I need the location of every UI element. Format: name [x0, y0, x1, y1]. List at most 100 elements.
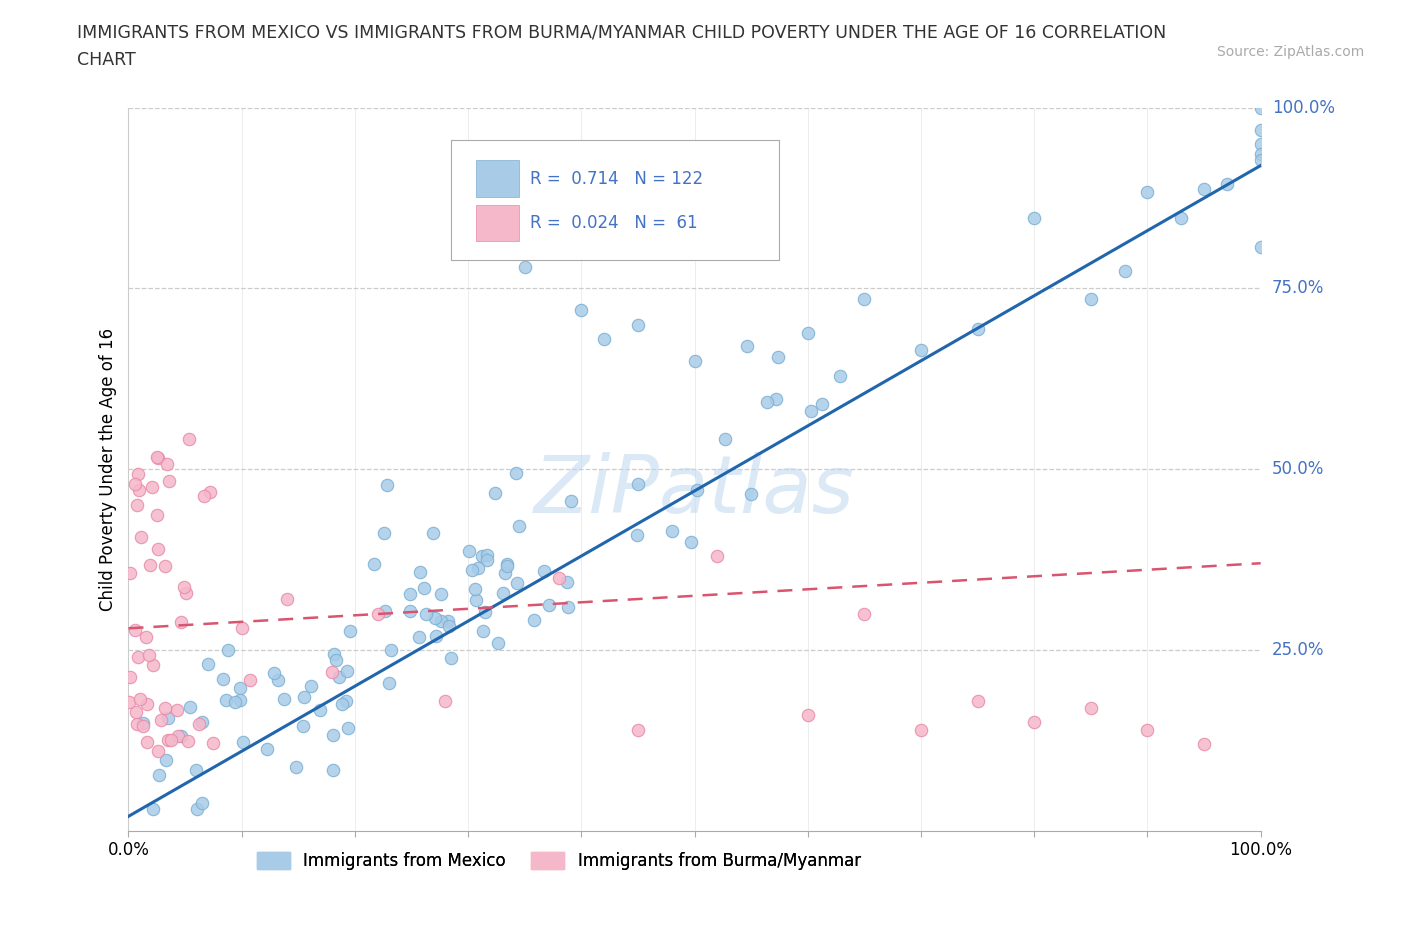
Point — [127, 466, 149, 481]
Point — [484, 485, 506, 500]
Point — [292, 690, 315, 705]
Point — [853, 291, 876, 306]
Point — [285, 760, 308, 775]
Point — [177, 432, 200, 446]
Point — [413, 580, 436, 595]
Point — [474, 604, 496, 619]
Point — [118, 565, 141, 580]
Point — [146, 451, 169, 466]
Point — [322, 763, 344, 777]
Point — [128, 692, 150, 707]
Point — [409, 565, 432, 579]
Point — [322, 647, 344, 662]
Point — [1250, 136, 1272, 151]
Point — [215, 693, 238, 708]
Point — [496, 556, 519, 571]
Point — [124, 704, 146, 719]
Point — [375, 478, 398, 493]
Point — [146, 541, 169, 556]
Point — [1170, 211, 1192, 226]
Point — [217, 643, 239, 658]
Point — [135, 735, 157, 750]
Point — [231, 621, 253, 636]
Point — [755, 394, 778, 409]
Point — [229, 693, 252, 708]
Point — [415, 606, 437, 621]
Point — [399, 587, 422, 602]
Point — [593, 332, 616, 347]
Point — [373, 525, 395, 540]
Point — [157, 733, 180, 748]
Point — [1024, 210, 1046, 225]
Point — [276, 592, 298, 607]
Point — [966, 321, 988, 336]
Point — [457, 543, 479, 558]
Point — [139, 557, 162, 572]
Point — [735, 339, 758, 353]
Point — [146, 450, 169, 465]
Point — [966, 693, 988, 708]
Point — [299, 679, 322, 694]
Point — [505, 466, 527, 481]
Point — [492, 586, 515, 601]
Point — [523, 612, 546, 627]
Point — [505, 576, 527, 591]
Point — [132, 715, 155, 730]
Legend: Immigrants from Mexico, Immigrants from Burma/Myanmar: Immigrants from Mexico, Immigrants from … — [250, 845, 868, 877]
Point — [765, 392, 787, 406]
Point — [124, 476, 146, 491]
Point — [135, 630, 157, 644]
Text: 50.0%: 50.0% — [1272, 460, 1324, 478]
Point — [830, 368, 852, 383]
Point — [555, 575, 578, 590]
Point — [679, 534, 702, 549]
Point — [160, 733, 183, 748]
Point — [124, 623, 146, 638]
Point — [430, 587, 453, 602]
Point — [513, 259, 536, 274]
Point — [1215, 177, 1237, 192]
Point — [166, 728, 188, 743]
Point — [198, 485, 221, 499]
Text: 75.0%: 75.0% — [1272, 280, 1324, 298]
Point — [148, 768, 170, 783]
Point — [229, 681, 252, 696]
Point — [1250, 147, 1272, 162]
Point — [155, 752, 177, 767]
Point — [138, 647, 160, 662]
Bar — [477, 206, 519, 242]
Point — [425, 629, 447, 644]
Point — [336, 721, 359, 736]
Point — [626, 476, 648, 491]
Point — [467, 560, 489, 575]
Point — [486, 636, 509, 651]
Point — [1080, 291, 1102, 306]
Point — [533, 564, 555, 578]
Point — [321, 664, 343, 679]
Point — [461, 563, 484, 578]
Point — [398, 604, 420, 618]
Point — [173, 579, 195, 594]
Point — [125, 717, 148, 732]
Text: IMMIGRANTS FROM MEXICO VS IMMIGRANTS FROM BURMA/MYANMAR CHILD POVERTY UNDER THE : IMMIGRANTS FROM MEXICO VS IMMIGRANTS FRO… — [77, 23, 1167, 41]
Point — [129, 529, 152, 544]
Point — [714, 432, 737, 446]
Point — [910, 722, 932, 737]
Point — [125, 498, 148, 512]
Point — [1136, 184, 1159, 199]
Point — [1250, 100, 1272, 115]
Point — [475, 548, 498, 563]
Point — [560, 494, 582, 509]
Point — [174, 586, 197, 601]
Point — [437, 618, 460, 633]
Point — [910, 343, 932, 358]
Point — [335, 693, 357, 708]
Point — [128, 483, 150, 498]
Point — [328, 670, 350, 684]
Text: CHART: CHART — [77, 51, 136, 69]
Text: 25.0%: 25.0% — [1272, 641, 1324, 659]
Point — [263, 666, 285, 681]
Point — [477, 552, 499, 567]
Point — [593, 245, 616, 259]
Point — [766, 349, 789, 364]
